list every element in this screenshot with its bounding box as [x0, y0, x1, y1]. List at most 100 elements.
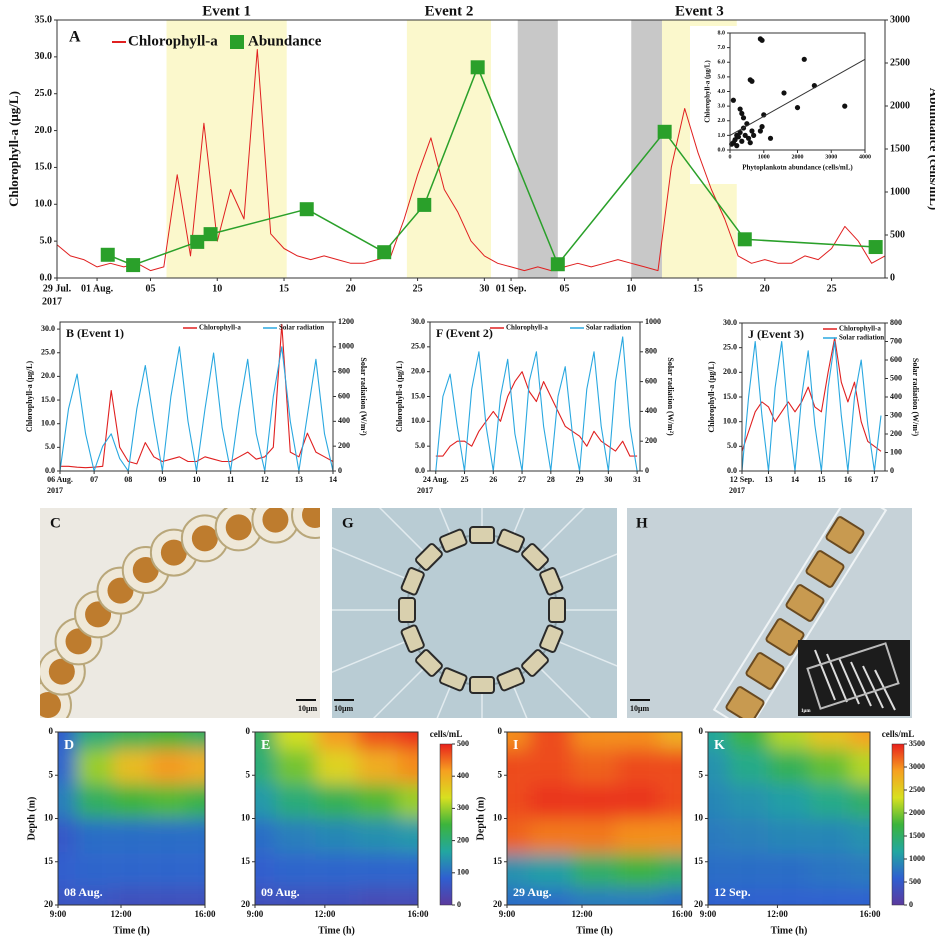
- heatmap-cell: [728, 818, 769, 854]
- panel-label: G: [342, 515, 354, 531]
- cell: [548, 597, 566, 623]
- sem-rib: [814, 649, 836, 701]
- y2-tick-label: 1000: [645, 317, 661, 326]
- heatmap-cell: [708, 853, 729, 888]
- y2-tick-label: 600: [890, 355, 902, 364]
- heatmap-cell: [76, 783, 114, 819]
- y-tick-label: 20.0: [35, 125, 53, 136]
- plot-frame: [506, 731, 683, 906]
- y2-tick-label: 1200: [338, 317, 354, 326]
- heatmap-cell: [507, 887, 529, 905]
- y-tick-label: 15.0: [41, 395, 55, 404]
- y-tick-label: 10.0: [723, 416, 737, 425]
- cell: [539, 567, 564, 596]
- heatmap-cell: [507, 818, 529, 854]
- plot-frame: [707, 731, 871, 906]
- cell: [765, 618, 805, 656]
- spine: [436, 679, 454, 718]
- cell: [825, 516, 865, 554]
- heatmap-cell: [849, 818, 870, 854]
- y-tick-label: 25.0: [41, 348, 55, 357]
- y-tick-label: 30.0: [723, 318, 737, 327]
- x-tick-label: 15: [693, 283, 703, 294]
- x-tick-label: 17: [870, 475, 878, 484]
- heatmap-cell: [507, 732, 529, 750]
- y-tick-label: 0.0: [727, 466, 737, 475]
- x-tick-label: 3000: [825, 154, 837, 160]
- y-tick-label: 5.0: [45, 442, 55, 451]
- legend-label: Solar radiation: [839, 334, 884, 342]
- x-tick-label: 20: [760, 283, 770, 294]
- y2-tick-label: 200: [645, 436, 657, 445]
- y2-tick-label: 1500: [890, 143, 910, 154]
- heatmap-cell: [728, 749, 769, 784]
- y-tick-label: 30.0: [411, 317, 425, 326]
- y2-axis-label: Solar radiation (W/m²): [911, 358, 920, 437]
- heatmap-cell: [616, 783, 661, 819]
- heatmap-cell: [316, 732, 357, 750]
- abundance-marker: [190, 234, 205, 249]
- cell: [521, 649, 549, 677]
- x-tick-label: 0: [729, 154, 732, 160]
- y-tick-label: 35.0: [35, 14, 53, 25]
- scatter-point: [842, 103, 848, 109]
- y-tick-label: 25.0: [411, 342, 425, 351]
- heatmap-cell: [113, 783, 150, 819]
- abundance-marker: [203, 227, 218, 242]
- year-label: 2017: [417, 486, 433, 495]
- colorbar-tick-label: 500: [909, 877, 921, 886]
- y-tick-label: 15: [694, 856, 704, 866]
- data-line: [741, 337, 882, 452]
- y2-tick-label: 400: [890, 392, 902, 401]
- heatmap-cell: [58, 818, 77, 854]
- cell: [400, 567, 425, 596]
- heatmap-cell: [397, 783, 418, 819]
- heatmap-cell: [316, 853, 357, 888]
- heatmap-cell: [76, 732, 114, 750]
- cell: [539, 624, 564, 653]
- panel-label: H: [636, 515, 648, 531]
- x-tick-label: 12 Sep.: [730, 475, 754, 484]
- heatmap-cell: [616, 853, 661, 888]
- heatmap-cell: [356, 887, 398, 905]
- x-tick-label: 30: [604, 475, 612, 484]
- colorbar-tick-label: 500: [457, 739, 469, 748]
- heatmap-cell: [397, 749, 418, 784]
- legend-label: Solar radiation: [586, 324, 631, 332]
- x-tick-label: 27: [518, 475, 526, 484]
- scatter-point: [801, 56, 807, 62]
- heatmap-cell: [275, 887, 317, 905]
- year-label: 2017: [42, 296, 62, 307]
- spine: [378, 508, 430, 558]
- x-tick-label: 28: [547, 475, 555, 484]
- y-tick-label: 4.0: [718, 89, 726, 95]
- abundance-marker: [100, 247, 115, 262]
- shaded-period: [631, 20, 662, 278]
- y2-tick-label: 0: [338, 466, 342, 475]
- heatmap-cell: [149, 887, 187, 905]
- abundance-marker: [299, 202, 314, 217]
- scatter-point: [742, 132, 748, 138]
- colorbar-tick-label: 3500: [909, 739, 925, 748]
- scatter-point: [794, 104, 801, 111]
- heatmap-cell: [186, 783, 205, 819]
- heatmap-cell: [849, 749, 870, 784]
- y2-tick-label: 300: [890, 410, 902, 419]
- colorbar-tick-label: 2000: [909, 808, 925, 817]
- y-tick-label: 15: [44, 856, 54, 866]
- y-tick-label: 10: [241, 813, 251, 823]
- heatmap-cell: [186, 853, 205, 888]
- y2-tick-label: 0: [890, 466, 894, 475]
- x-axis-label: Time (h): [576, 925, 613, 936]
- y-tick-label: 0: [49, 726, 54, 736]
- ring-cells: [332, 508, 617, 718]
- heatmap-cell: [809, 818, 850, 854]
- colorbar-tick-label: 2500: [909, 785, 925, 794]
- y2-tick-label: 3000: [890, 14, 910, 25]
- legend-label: Chlorophyll-a: [506, 324, 548, 332]
- colorbar-tick-label: 1000: [909, 854, 925, 863]
- x-tick-label: 29: [576, 475, 584, 484]
- heatmap-cell: [728, 732, 769, 750]
- heatmap-cell: [113, 749, 150, 784]
- heatmap-cell: [768, 749, 810, 784]
